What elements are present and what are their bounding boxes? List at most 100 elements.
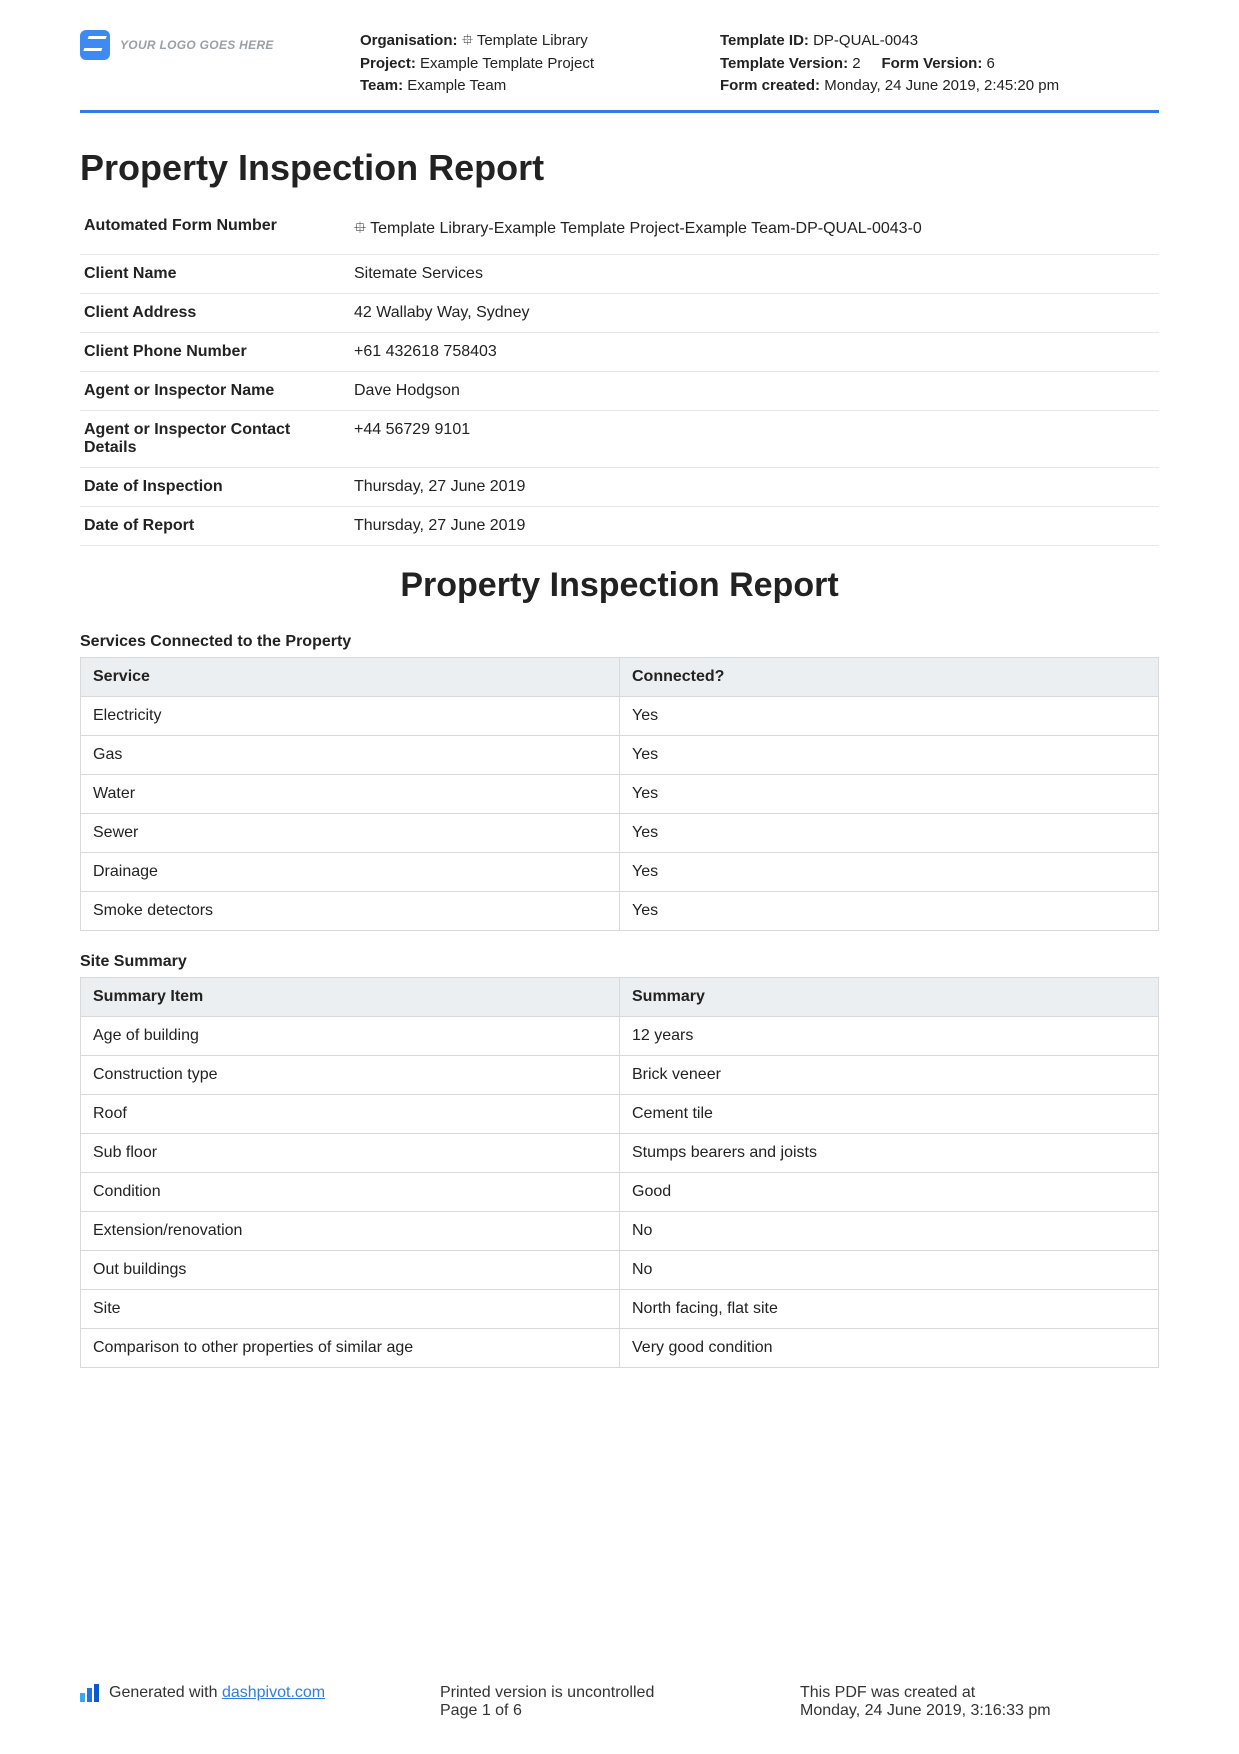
form-created-label: Form created:	[720, 77, 820, 94]
table-cell: Drainage	[81, 852, 620, 891]
table-cell: Good	[620, 1172, 1159, 1211]
team-label: Team:	[360, 77, 403, 94]
form-version-value: 6	[986, 55, 994, 72]
table-cell: Age of building	[81, 1016, 620, 1055]
detail-key: Agent or Inspector Contact Details	[80, 410, 350, 467]
table-cell: No	[620, 1211, 1159, 1250]
detail-key: Date of Inspection	[80, 467, 350, 506]
logo-text: YOUR LOGO GOES HERE	[120, 38, 274, 52]
services-table: Service Connected? ElectricityYesGasYesW…	[80, 657, 1159, 931]
table-cell: Condition	[81, 1172, 620, 1211]
project-label: Project:	[360, 55, 416, 72]
detail-row: Client Address42 Wallaby Way, Sydney	[80, 293, 1159, 332]
table-row: Extension/renovationNo	[81, 1211, 1159, 1250]
table-cell: Gas	[81, 735, 620, 774]
template-version-value: 2	[852, 55, 860, 72]
table-cell: 12 years	[620, 1016, 1159, 1055]
detail-value: Thursday, 27 June 2019	[350, 467, 1159, 506]
logo-placeholder: YOUR LOGO GOES HERE	[80, 30, 360, 60]
table-cell: North facing, flat site	[620, 1289, 1159, 1328]
page-title: Property Inspection Report	[80, 147, 1159, 189]
table-cell: Cement tile	[620, 1094, 1159, 1133]
table-row: RoofCement tile	[81, 1094, 1159, 1133]
detail-row: Date of ReportThursday, 27 June 2019	[80, 506, 1159, 545]
detail-row: Agent or Inspector Contact Details+44 56…	[80, 410, 1159, 467]
table-cell: Yes	[620, 735, 1159, 774]
detail-key: Date of Report	[80, 506, 350, 545]
table-row: DrainageYes	[81, 852, 1159, 891]
table-row: GasYes	[81, 735, 1159, 774]
detail-row: Agent or Inspector NameDave Hodgson	[80, 371, 1159, 410]
detail-value: 42 Wallaby Way, Sydney	[350, 293, 1159, 332]
table-cell: Stumps bearers and joists	[620, 1133, 1159, 1172]
table-cell: Water	[81, 774, 620, 813]
project-value: Example Template Project	[420, 55, 594, 72]
uncontrolled-note: Printed version is uncontrolled	[440, 1684, 800, 1702]
table-cell: Electricity	[81, 696, 620, 735]
services-header-connected: Connected?	[620, 657, 1159, 696]
table-row: ConditionGood	[81, 1172, 1159, 1211]
document-header: YOUR LOGO GOES HERE Organisation: ⯐ Temp…	[80, 30, 1159, 113]
form-version-label: Form Version:	[881, 55, 982, 72]
table-cell: Extension/renovation	[81, 1211, 620, 1250]
table-row: Age of building12 years	[81, 1016, 1159, 1055]
table-row: Sub floorStumps bearers and joists	[81, 1133, 1159, 1172]
logo-icon	[80, 30, 110, 60]
details-table: Automated Form Number⯐ Template Library-…	[80, 207, 1159, 546]
detail-key: Client Phone Number	[80, 332, 350, 371]
table-cell: Yes	[620, 891, 1159, 930]
table-cell: Sub floor	[81, 1133, 620, 1172]
detail-key: Automated Form Number	[80, 207, 350, 255]
table-cell: Site	[81, 1289, 620, 1328]
section-main-title: Property Inspection Report	[80, 566, 1159, 605]
detail-key: Client Name	[80, 254, 350, 293]
detail-value: Thursday, 27 June 2019	[350, 506, 1159, 545]
table-row: Construction typeBrick veneer	[81, 1055, 1159, 1094]
generated-with-label: Generated with	[109, 1684, 222, 1701]
detail-key: Agent or Inspector Name	[80, 371, 350, 410]
template-id-label: Template ID:	[720, 32, 809, 49]
table-cell: Out buildings	[81, 1250, 620, 1289]
summary-section-title: Site Summary	[80, 953, 1159, 971]
table-cell: Yes	[620, 696, 1159, 735]
header-meta-right: Template ID: DP-QUAL-0043 Template Versi…	[720, 30, 1159, 98]
detail-value: Dave Hodgson	[350, 371, 1159, 410]
table-cell: Comparison to other properties of simila…	[81, 1328, 620, 1367]
team-value: Example Team	[407, 77, 506, 94]
services-header-service: Service	[81, 657, 620, 696]
table-row: WaterYes	[81, 774, 1159, 813]
org-value: ⯐ Template Library	[462, 32, 588, 49]
detail-value: ⯐ Template Library-Example Template Proj…	[350, 207, 1159, 255]
detail-value: +61 432618 758403	[350, 332, 1159, 371]
detail-value: Sitemate Services	[350, 254, 1159, 293]
document-footer: Generated with dashpivot.com Printed ver…	[80, 1684, 1159, 1720]
detail-row: Client Phone Number+61 432618 758403	[80, 332, 1159, 371]
detail-row: Client NameSitemate Services	[80, 254, 1159, 293]
table-row: SiteNorth facing, flat site	[81, 1289, 1159, 1328]
services-section-title: Services Connected to the Property	[80, 633, 1159, 651]
table-cell: Yes	[620, 813, 1159, 852]
table-row: SewerYes	[81, 813, 1159, 852]
detail-row: Automated Form Number⯐ Template Library-…	[80, 207, 1159, 255]
table-row: ElectricityYes	[81, 696, 1159, 735]
table-cell: Brick veneer	[620, 1055, 1159, 1094]
dashpivot-icon	[80, 1684, 101, 1702]
table-cell: No	[620, 1250, 1159, 1289]
table-cell: Smoke detectors	[81, 891, 620, 930]
pdf-created-label: This PDF was created at	[800, 1684, 1159, 1702]
org-label: Organisation:	[360, 32, 458, 49]
table-cell: Construction type	[81, 1055, 620, 1094]
form-created-value: Monday, 24 June 2019, 2:45:20 pm	[824, 77, 1059, 94]
dashpivot-link[interactable]: dashpivot.com	[222, 1684, 325, 1701]
table-row: Smoke detectorsYes	[81, 891, 1159, 930]
table-cell: Yes	[620, 852, 1159, 891]
summary-table: Summary Item Summary Age of building12 y…	[80, 977, 1159, 1368]
pdf-created-value: Monday, 24 June 2019, 3:16:33 pm	[800, 1702, 1159, 1720]
detail-value: +44 56729 9101	[350, 410, 1159, 467]
table-cell: Yes	[620, 774, 1159, 813]
table-cell: Very good condition	[620, 1328, 1159, 1367]
summary-header-summary: Summary	[620, 977, 1159, 1016]
table-cell: Roof	[81, 1094, 620, 1133]
template-id-value: DP-QUAL-0043	[813, 32, 918, 49]
detail-key: Client Address	[80, 293, 350, 332]
